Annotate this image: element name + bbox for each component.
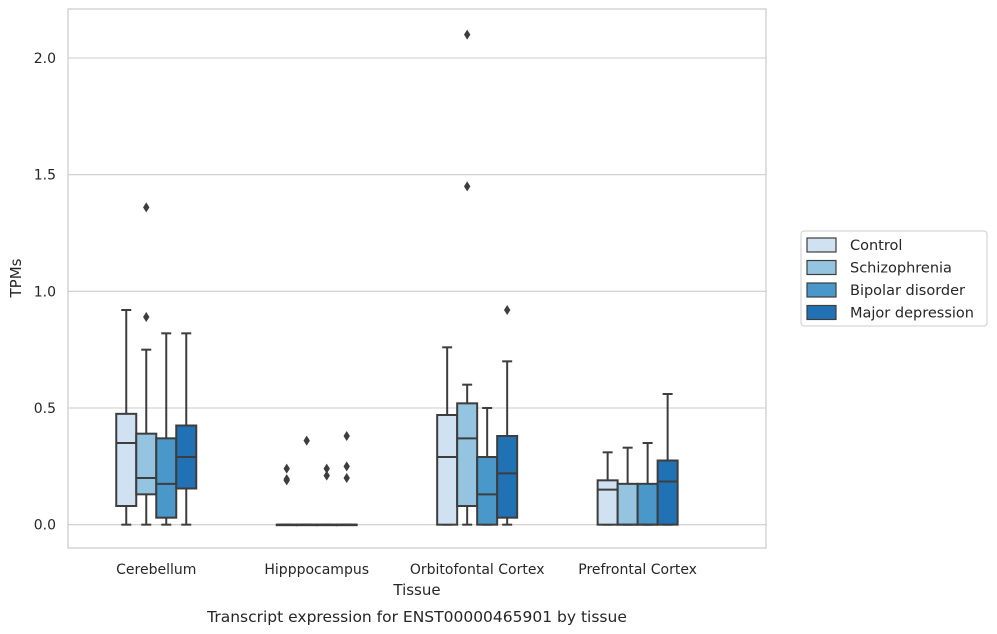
box-group: [175, 332, 198, 526]
outlier-point: [323, 470, 330, 481]
plot-area-frame: [67, 8, 767, 549]
box-body: [616, 482, 639, 526]
box-body: [496, 435, 519, 519]
box-group: [275, 523, 298, 527]
box-group: [496, 360, 519, 526]
x-tick-label: Cerebellum: [116, 562, 196, 578]
x-tick-labels: Cerebellum Hipppocampus Orbitofontal Corte…: [116, 562, 697, 578]
outlier-point: [343, 461, 350, 472]
boxes: [115, 309, 679, 527]
box-body: [656, 459, 679, 526]
legend-label: Bipolar disorder: [850, 283, 965, 299]
outlier-point: [323, 463, 330, 474]
outlier-point: [283, 474, 290, 485]
outlier-point: [343, 473, 350, 483]
box-body: [436, 414, 459, 526]
box-group: [636, 442, 659, 526]
box-group: [295, 523, 318, 527]
x-axis-title: Tissue: [392, 581, 440, 599]
box-group: [656, 393, 679, 526]
legend-swatch: [806, 304, 837, 321]
legend-label: Major depression: [850, 306, 974, 322]
outlier-point: [503, 305, 511, 315]
box-group: [476, 407, 499, 526]
box-group: [155, 332, 178, 526]
box-body: [596, 479, 619, 526]
box-body: [135, 432, 158, 496]
x-tick-label: Hipppocampus: [264, 562, 369, 578]
outlier-point: [143, 202, 150, 213]
box-body: [456, 402, 479, 508]
box-group: [135, 348, 158, 526]
legend: Control Schizophrenia Bipolar disorder Majo…: [800, 230, 988, 327]
outlier-point: [283, 463, 290, 474]
outlier-point: [143, 312, 150, 322]
y-axis-title: TPMs: [7, 258, 25, 298]
y-tick-label: 0.0: [34, 518, 56, 534]
legend-swatch: [806, 237, 837, 253]
chart-caption: Transcript expression for ENST0000046590…: [206, 608, 627, 626]
legend-swatch: [806, 259, 837, 276]
outlier-point: [463, 181, 471, 192]
y-tick-label: 0.5: [34, 401, 56, 417]
box-body: [155, 437, 178, 519]
outlier-point: [463, 29, 471, 40]
outliers: [143, 29, 511, 486]
box-body: [636, 482, 659, 526]
y-tick-label: 1.0: [34, 284, 56, 300]
outlier-point: [343, 431, 350, 441]
box-group: [456, 383, 479, 526]
x-tick-label: Orbitofontal Cortex: [410, 562, 545, 578]
y-tick-labels: 0.0 0.5 1.0 1.5 2.0: [34, 51, 56, 534]
y-tick-label: 2.0: [34, 51, 56, 67]
box-group: [315, 523, 338, 527]
box-group: [335, 523, 358, 527]
legend-label: Schizophrenia: [850, 261, 952, 277]
outlier-point: [303, 435, 310, 446]
box-group: [596, 451, 619, 526]
legend-label: Control: [850, 238, 902, 254]
legend-items: Control Schizophrenia Bipolar disorder Majo…: [806, 237, 974, 322]
y-tick-label: 1.5: [34, 168, 56, 184]
legend-frame: [800, 230, 988, 327]
x-tick-label: Prefrontal Cortex: [578, 562, 697, 578]
box-body: [476, 456, 499, 526]
box-group: [616, 446, 639, 526]
box-group: [115, 309, 138, 526]
box-group: [436, 346, 459, 526]
legend-swatch: [806, 282, 837, 298]
box-body: [115, 412, 138, 508]
